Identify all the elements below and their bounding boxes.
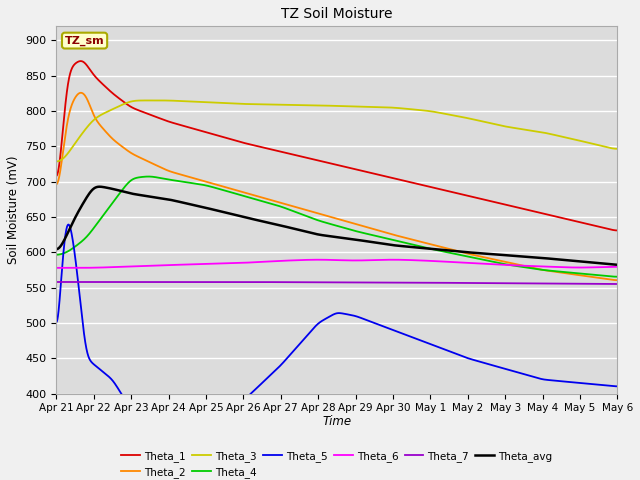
Theta_2: [289, 203, 296, 209]
Theta_5: [319, 317, 327, 323]
Theta_7: [52, 279, 60, 285]
Theta_1: [460, 192, 468, 198]
Theta_2: [568, 271, 576, 277]
Theta_2: [293, 204, 301, 210]
Theta_6: [319, 257, 327, 263]
Title: TZ Soil Moisture: TZ Soil Moisture: [281, 7, 392, 21]
Theta_7: [288, 279, 296, 285]
Text: TZ_sm: TZ_sm: [65, 36, 104, 46]
Theta_5: [158, 437, 166, 443]
Theta_1: [52, 173, 60, 179]
Theta_4: [460, 253, 468, 259]
Line: Theta_2: Theta_2: [56, 93, 618, 280]
Theta_avg: [289, 226, 296, 231]
Theta_avg: [568, 258, 576, 264]
Theta_3: [596, 143, 604, 149]
Theta_4: [289, 208, 296, 214]
Theta_1: [614, 228, 621, 233]
Legend: Theta_1, Theta_2, Theta_3, Theta_4, Theta_5, Theta_6, Theta_7, Theta_avg: Theta_1, Theta_2, Theta_3, Theta_4, Thet…: [117, 446, 557, 480]
Theta_6: [52, 265, 60, 271]
Theta_1: [289, 152, 296, 157]
Line: Theta_5: Theta_5: [56, 225, 618, 440]
Theta_4: [319, 219, 327, 225]
Theta_5: [289, 349, 296, 355]
Theta_4: [596, 273, 604, 278]
Theta_1: [293, 153, 301, 158]
Theta_1: [596, 224, 604, 230]
Theta_1: [319, 159, 327, 165]
Theta_4: [614, 274, 621, 279]
Theta_4: [568, 270, 576, 276]
Theta_avg: [319, 232, 327, 238]
Theta_7: [460, 280, 468, 286]
Theta_7: [614, 281, 621, 287]
Theta_3: [148, 97, 156, 103]
Line: Theta_1: Theta_1: [56, 61, 618, 230]
Theta_7: [596, 281, 604, 287]
Y-axis label: Soil Moisture (mV): Soil Moisture (mV): [7, 156, 20, 264]
Theta_2: [77, 90, 84, 96]
Theta_5: [52, 319, 60, 325]
Theta_1: [77, 58, 84, 64]
Theta_2: [52, 181, 60, 187]
Theta_5: [569, 379, 577, 385]
Theta_6: [288, 257, 296, 263]
Theta_3: [289, 102, 296, 108]
Theta_3: [293, 102, 301, 108]
Theta_5: [293, 344, 301, 350]
Theta_avg: [596, 261, 604, 266]
Theta_5: [614, 384, 621, 389]
Theta_5: [460, 354, 468, 360]
Theta_7: [292, 279, 300, 285]
Theta_avg: [52, 246, 60, 252]
Theta_6: [596, 264, 604, 270]
Theta_4: [52, 252, 60, 258]
X-axis label: Time: Time: [323, 415, 351, 428]
Theta_7: [568, 281, 576, 287]
Theta_6: [460, 260, 468, 265]
Theta_2: [460, 250, 468, 256]
Theta_4: [145, 174, 152, 180]
Theta_3: [568, 136, 576, 142]
Theta_4: [293, 210, 301, 216]
Line: Theta_4: Theta_4: [56, 177, 618, 276]
Theta_6: [292, 257, 300, 263]
Theta_7: [319, 279, 327, 285]
Line: Theta_6: Theta_6: [56, 260, 618, 268]
Theta_3: [319, 103, 327, 108]
Theta_3: [460, 115, 468, 120]
Theta_3: [52, 158, 60, 164]
Theta_5: [65, 222, 72, 228]
Theta_6: [314, 257, 322, 263]
Theta_avg: [293, 227, 301, 232]
Theta_2: [596, 275, 604, 281]
Theta_avg: [460, 249, 468, 255]
Theta_2: [319, 212, 327, 218]
Theta_1: [568, 217, 576, 223]
Theta_6: [614, 264, 621, 270]
Theta_6: [568, 264, 576, 270]
Theta_3: [614, 146, 621, 152]
Theta_2: [614, 277, 621, 283]
Theta_avg: [96, 184, 104, 190]
Line: Theta_3: Theta_3: [56, 100, 618, 161]
Theta_5: [596, 382, 604, 388]
Theta_avg: [614, 262, 621, 267]
Line: Theta_avg: Theta_avg: [56, 187, 618, 264]
Line: Theta_7: Theta_7: [56, 282, 618, 284]
